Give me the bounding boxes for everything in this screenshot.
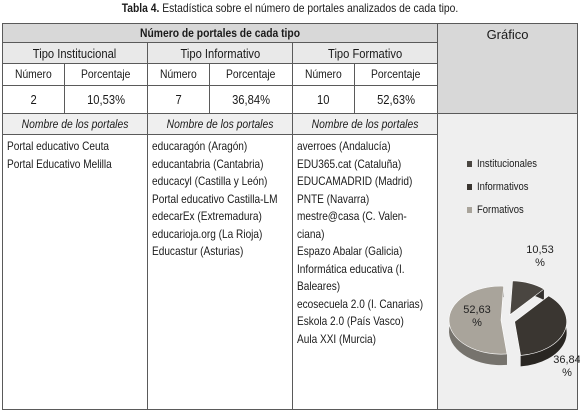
chart-legend: Institucionales Informativos Formativos [467, 152, 547, 221]
col-numero: Número [2, 63, 65, 86]
legend-swatch [467, 183, 472, 190]
numero-formativo: 10 [292, 85, 355, 114]
portal-stats-table: Número de portales de cada tipo Gráfico … [1, 23, 579, 410]
numero-informativo: 7 [147, 85, 210, 114]
portales-institucional: Portal educativo Ceuta Portal Educativo M… [2, 134, 148, 410]
type-header-informativo: Tipo Informativo [147, 42, 293, 64]
legend-swatch [467, 206, 472, 213]
type-header-formativo: Tipo Formativo [291, 42, 439, 64]
caption-text: Estadística sobre el número de portales … [159, 1, 459, 15]
col-numero: Número [292, 63, 355, 86]
table-caption: Tabla 4. Estadística sobre el número de … [41, 0, 540, 17]
pie-slice-informativos [514, 295, 567, 356]
pie-value-label: 36,84% [553, 354, 580, 379]
col-porcentaje: Porcentaje [209, 63, 293, 86]
nombres-header: Nombre de los portales [147, 113, 293, 135]
type-header-institucional: Tipo Institucional [2, 42, 148, 64]
portal-name: averroes (Andalucía) [297, 139, 391, 153]
legend-item: Formativos [467, 198, 547, 221]
chart-cell: Gráfico [437, 23, 579, 114]
nombres-header: Nombre de los portales [291, 113, 439, 135]
portal-name: EDU365.cat (Cataluña) [297, 156, 402, 171]
chart-title: Gráfico [486, 27, 529, 42]
portal-name: mestre@casa (C. Valen- [297, 209, 407, 223]
portal-name: Baleares) [297, 279, 341, 293]
legend-label: Informativos [477, 180, 529, 193]
pie-slice-formativos [448, 285, 508, 355]
legend-label: Institucionales [477, 157, 537, 170]
chart-area [437, 113, 579, 410]
portales-formativo: averroes (Andalucía) EDU365.cat (Cataluña… [291, 134, 439, 410]
pie-value-label: 10,53% [526, 244, 554, 269]
pie-slice-institucionales [509, 280, 545, 316]
numero-institucional: 2 [2, 85, 65, 114]
portal-name: edecarEx (Extremadura) [152, 209, 262, 223]
legend-swatch [467, 160, 472, 167]
legend-item: Institucionales [467, 152, 547, 175]
portal-name: educacyl (Castilla y León) [152, 174, 268, 188]
nombres-header: Nombre de los portales [2, 113, 148, 135]
portal-name: Informática educativa (I. [297, 261, 405, 276]
pie-chart: Institucionales Informativos Formativos 10… [437, 24, 580, 409]
portal-name: Espazo Abalar (Galicia) [297, 244, 403, 258]
caption-label: Tabla 4. [121, 1, 160, 15]
portales-informativo: educaragón (Aragón) educantabria (Cantabr… [147, 134, 293, 410]
table-title: Número de portales de cada tipo [1, 23, 439, 43]
portal-name: Eskola 2.0 (País Vasco) [297, 314, 404, 328]
portal-name: Portal Educativo Melilla [7, 156, 112, 171]
porcentaje-formativo: 52,63% [353, 85, 439, 114]
col-porcentaje: Porcentaje [64, 63, 148, 86]
pie-svg [448, 280, 567, 367]
portal-name: Educastur (Asturias) [152, 244, 244, 258]
col-porcentaje: Porcentaje [353, 63, 439, 86]
portal-name: ciana) [297, 226, 325, 241]
portal-name: ecosecuela 2.0 (I. Canarias) [297, 296, 424, 311]
legend-label: Formativos [477, 203, 524, 216]
portal-name: educarioja.org (La Rioja) [152, 226, 263, 241]
portal-name: Portal educativo Castilla-LM [152, 191, 278, 206]
pie-slice-side [520, 295, 567, 367]
portal-name: educaragón (Aragón) [152, 139, 248, 153]
legend-item: Informativos [467, 175, 547, 198]
pie-value-label: 52,63% [463, 304, 491, 329]
porcentaje-institucional: 10,53% [64, 85, 148, 114]
portal-name: educantabria (Cantabria) [152, 156, 264, 171]
portal-name: EDUCAMADRID (Madrid) [297, 174, 413, 188]
col-numero: Número [147, 63, 210, 86]
portal-name: Aula XXI (Murcia) [297, 331, 376, 346]
portal-name: Portal educativo Ceuta [7, 139, 109, 153]
porcentaje-informativo: 36,84% [209, 85, 293, 114]
portal-name: PNTE (Navarra) [297, 191, 370, 206]
